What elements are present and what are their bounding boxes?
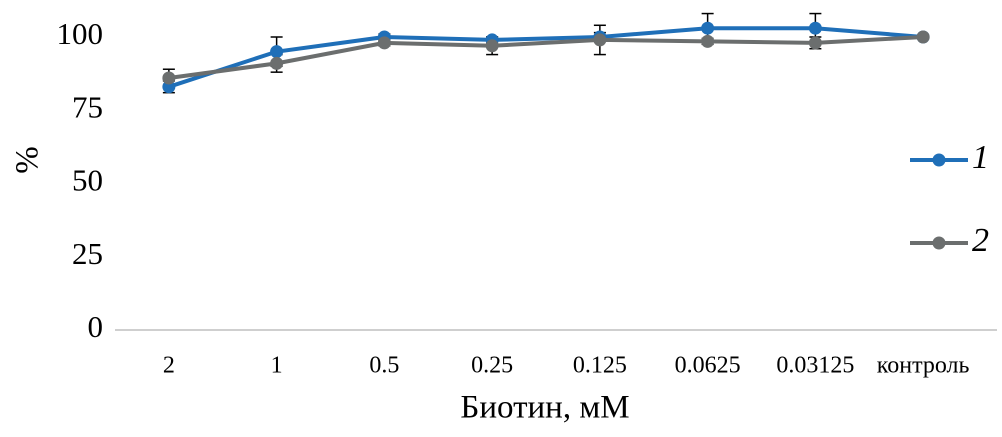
point: [701, 21, 715, 35]
point: [485, 39, 499, 53]
series-line: [168, 35, 924, 81]
x-tick-label: 0.03125: [776, 353, 854, 379]
point: [593, 33, 607, 47]
x-tick-label: контроль: [877, 353, 970, 379]
x-axis-label: Биотин, мМ: [460, 390, 629, 426]
legend-label: 1: [972, 139, 989, 176]
point: [701, 34, 715, 48]
x-tick-label: 0.5: [369, 353, 399, 379]
x-tick-label: 0.0625: [675, 353, 741, 379]
legend-marker: [932, 236, 946, 250]
legend-label: 2: [972, 222, 989, 259]
point: [916, 30, 930, 44]
y-tick-label: 75: [72, 89, 103, 124]
series-line: [168, 26, 924, 89]
y-tick-label: 100: [57, 16, 104, 51]
x-tick-label: 1: [271, 353, 283, 379]
y-tick-label: 0: [88, 309, 104, 344]
point: [808, 21, 822, 35]
point: [270, 45, 284, 59]
point: [270, 56, 284, 70]
x-tick-label: 2: [163, 353, 175, 379]
legend-marker: [932, 153, 946, 167]
point: [808, 36, 822, 50]
y-tick-label: 50: [72, 163, 103, 198]
y-tick-label: 25: [72, 236, 103, 271]
x-tick-label: 0.25: [471, 353, 513, 379]
point: [162, 71, 176, 85]
point: [377, 36, 391, 50]
x-tick-label: 0.125: [573, 353, 627, 379]
y-axis-label: %: [10, 146, 46, 174]
